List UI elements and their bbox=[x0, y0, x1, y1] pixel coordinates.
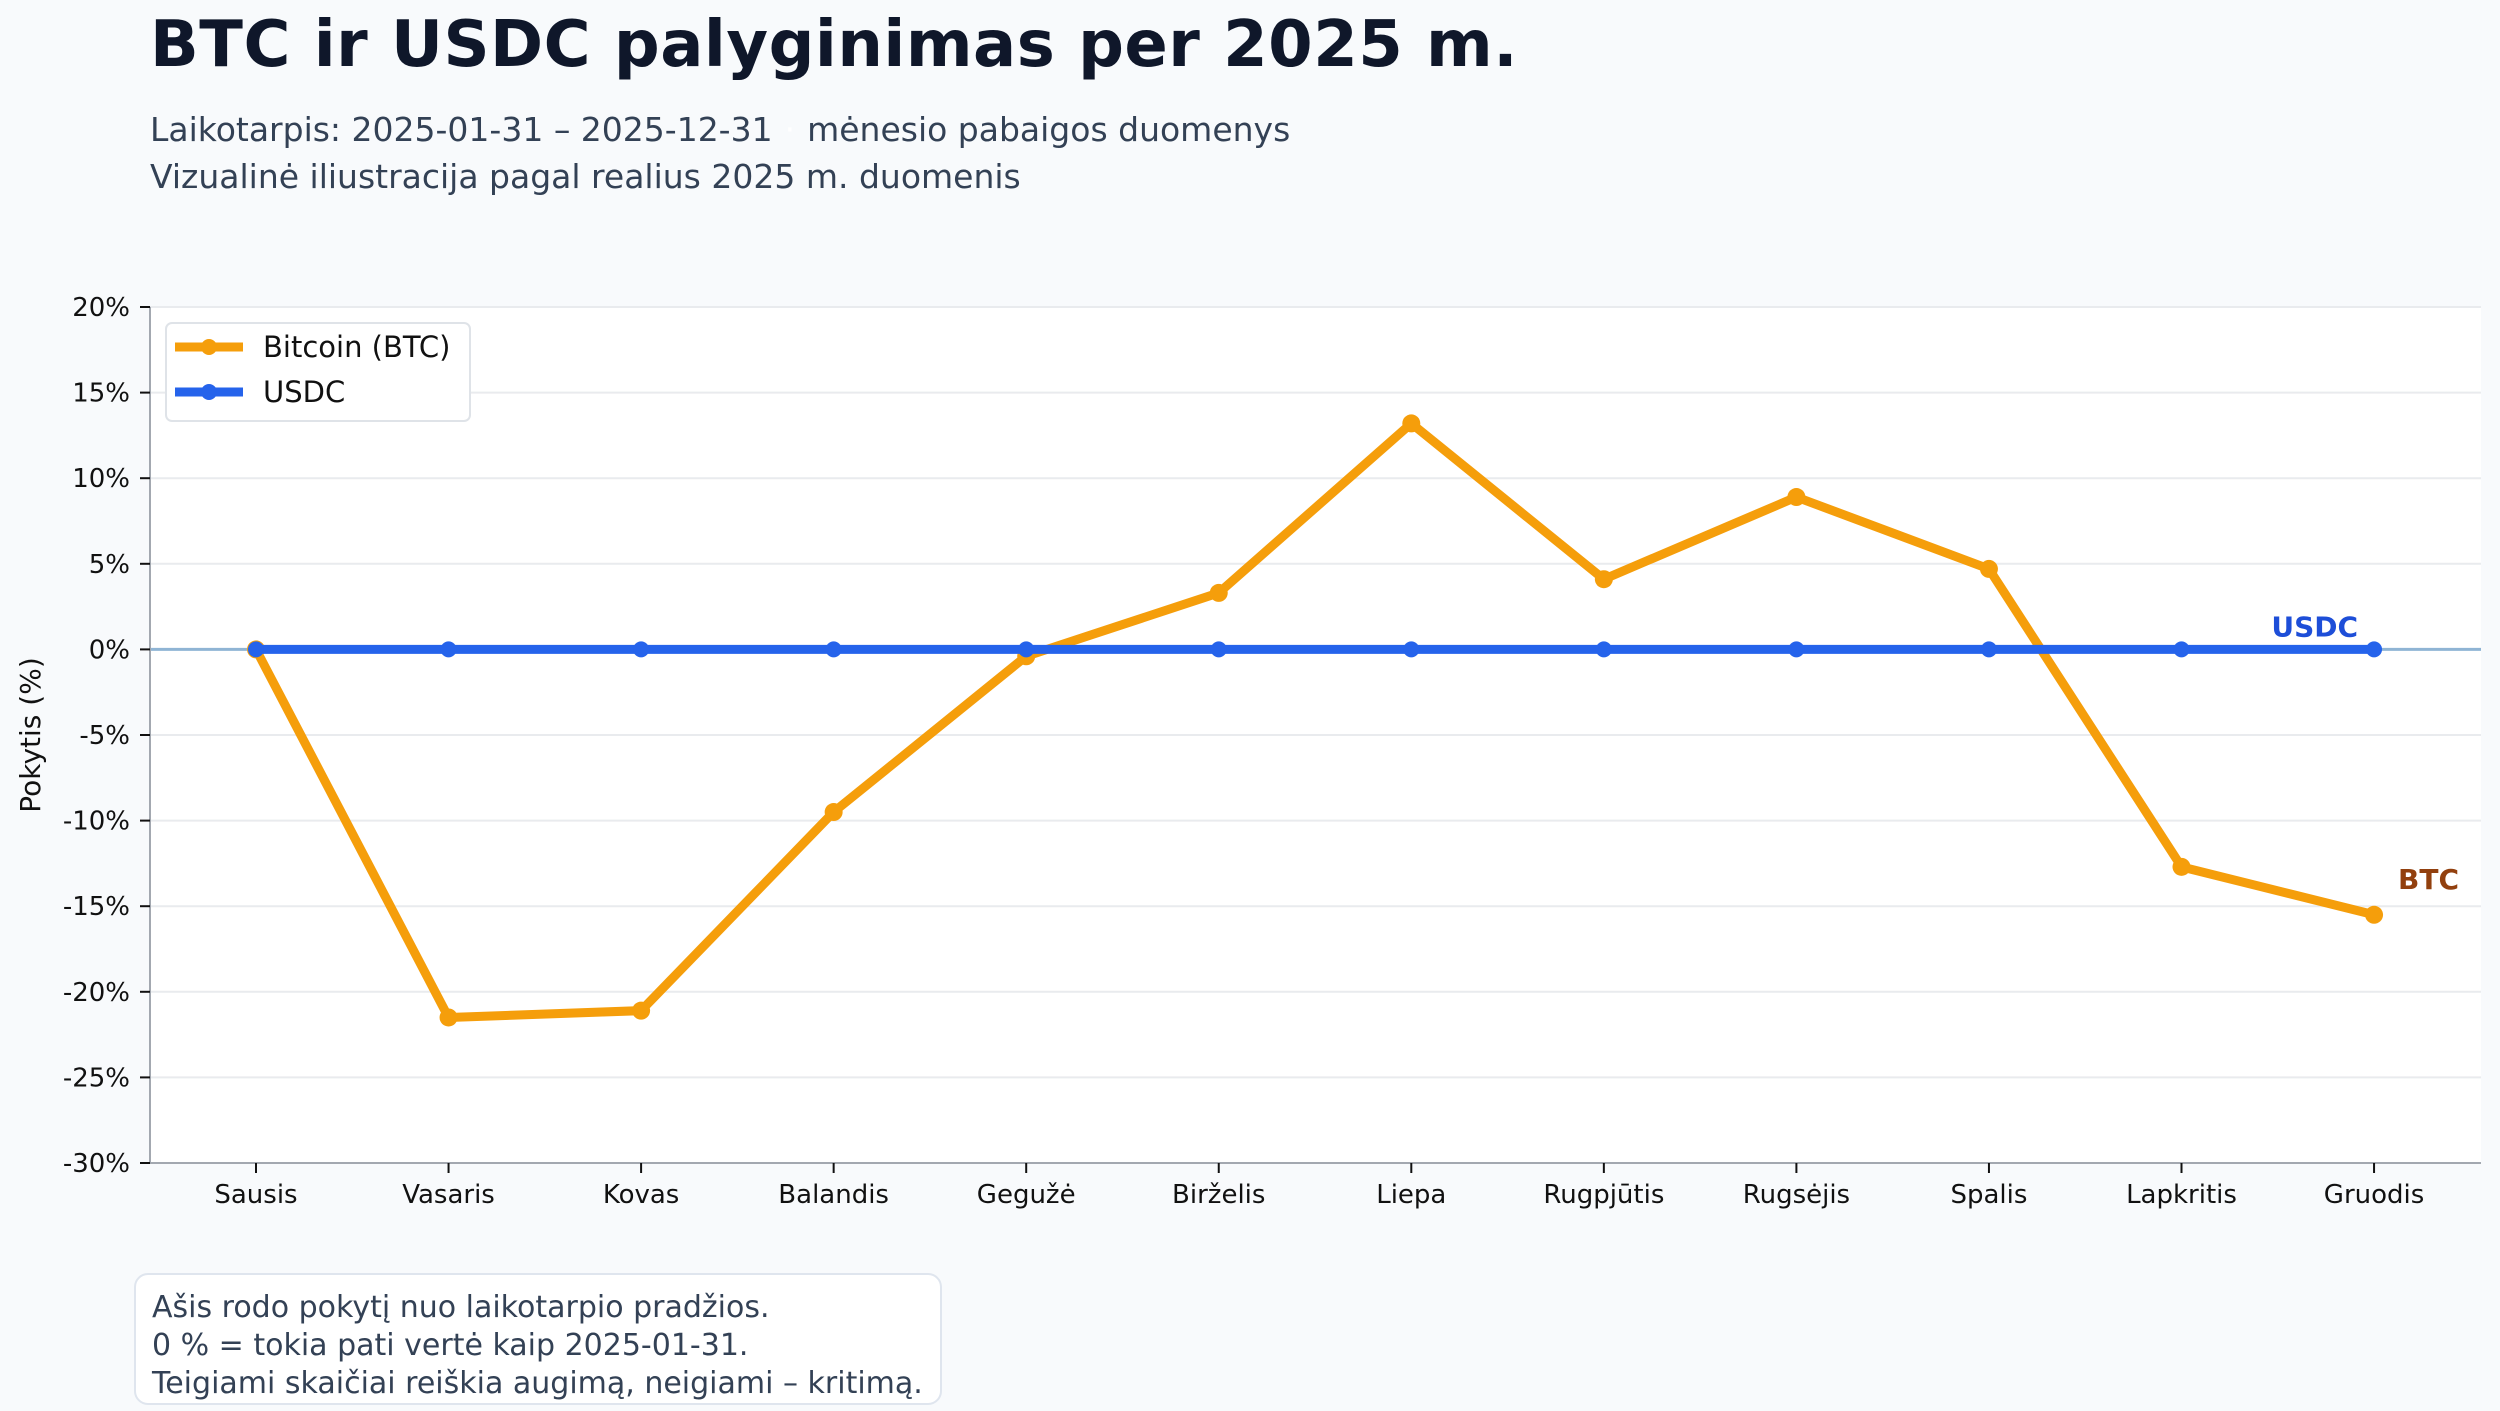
data-point bbox=[1979, 559, 1998, 578]
series-end-labels: USDC BTC bbox=[2271, 610, 2459, 895]
data-point bbox=[1980, 641, 1997, 658]
series-btc bbox=[247, 414, 2384, 1027]
data-point bbox=[1595, 641, 1612, 658]
subtitle-period: Laikotarpis: 2025-01-31 – 2025-12-31 bbox=[150, 110, 773, 149]
x-tick-label: Gruodis bbox=[2324, 1180, 2425, 1210]
data-point bbox=[1594, 570, 1613, 589]
data-point bbox=[440, 641, 457, 658]
data-point bbox=[1210, 641, 1227, 658]
chart-title: BTC ir USDC palyginimas per 2025 m. bbox=[150, 8, 1519, 82]
y-tick-label: 10% bbox=[72, 464, 130, 494]
data-point bbox=[1403, 641, 1420, 658]
x-tick-label: Kovas bbox=[603, 1180, 680, 1210]
data-point bbox=[825, 641, 842, 658]
data-point bbox=[2173, 641, 2190, 658]
x-axis: Sausis Vasaris Kovas Balandis Gegužė Birželis… bbox=[214, 1163, 2424, 1210]
series-lines bbox=[247, 414, 2384, 1027]
btc-end-label: BTC bbox=[2398, 863, 2459, 896]
x-tick-label: Vasaris bbox=[402, 1180, 495, 1210]
legend-swatch-marker bbox=[201, 339, 217, 355]
note-line: 0 % = tokia pati vertė kaip 2025-01-31. bbox=[152, 1328, 749, 1363]
subtitle-separator: · bbox=[784, 110, 796, 149]
legend-label: USDC bbox=[263, 375, 345, 409]
data-point bbox=[632, 1001, 651, 1020]
series-line bbox=[251, 418, 2379, 1022]
note-line: Teigiami skaičiai reiškia augimą, neigia… bbox=[152, 1366, 923, 1401]
y-tick-label: -20% bbox=[63, 978, 130, 1008]
y-tick-label: -30% bbox=[63, 1149, 130, 1179]
y-tick-label: 15% bbox=[72, 379, 130, 409]
y-axis: 20% 15% 10% 5% 0% -5% -10% -15% -20% -25% -30% bbox=[63, 293, 150, 1179]
x-tick-label: Liepa bbox=[1376, 1180, 1446, 1210]
data-point bbox=[439, 1008, 458, 1027]
data-point bbox=[2366, 641, 2383, 658]
y-tick-label: -5% bbox=[79, 721, 130, 751]
data-point bbox=[2365, 905, 2384, 924]
x-tick-label: Balandis bbox=[778, 1180, 889, 1210]
x-tick-label: Rugsėjis bbox=[1743, 1180, 1850, 1210]
data-point bbox=[1209, 583, 1228, 602]
y-axis-label: Pokytis (%) bbox=[14, 657, 47, 813]
series-usdc bbox=[248, 641, 2383, 658]
note-line: Ašis rodo pokytį nuo laikotarpio pradžio… bbox=[152, 1290, 770, 1325]
x-tick-label: Rugpjūtis bbox=[1543, 1180, 1664, 1210]
legend: Bitcoin (BTC) USDC bbox=[165, 322, 471, 422]
y-tick-label: 5% bbox=[89, 550, 130, 580]
usdc-end-label: USDC bbox=[2271, 610, 2358, 643]
data-point bbox=[2172, 857, 2191, 876]
data-point bbox=[1787, 488, 1806, 507]
legend-label: Bitcoin (BTC) bbox=[263, 330, 450, 364]
explanation-note: Ašis rodo pokytį nuo laikotarpio pradžio… bbox=[134, 1273, 942, 1405]
x-tick-label: Birželis bbox=[1172, 1180, 1265, 1210]
y-tick-label: 0% bbox=[89, 635, 130, 665]
data-point bbox=[1018, 641, 1035, 658]
y-tick-label: -25% bbox=[63, 1063, 130, 1093]
data-point bbox=[248, 641, 264, 658]
data-point bbox=[1788, 641, 1805, 658]
data-point bbox=[1402, 414, 1421, 433]
data-point bbox=[824, 803, 843, 822]
data-point bbox=[633, 641, 650, 658]
y-tick-label: 20% bbox=[72, 293, 130, 323]
chart-subtitle: Laikotarpis: 2025-01-31 – 2025-12-31 · mėn… bbox=[150, 110, 1290, 149]
subtitle-frequency: mėnesio pabaigos duomenys bbox=[807, 110, 1291, 149]
chart-subtitle-line2: Vizualinė iliustracija pagal realius 202… bbox=[150, 157, 1021, 196]
y-tick-label: -15% bbox=[63, 892, 130, 922]
x-tick-label: Gegužė bbox=[977, 1180, 1076, 1210]
y-tick-label: -10% bbox=[63, 807, 130, 837]
x-tick-label: Sausis bbox=[214, 1180, 297, 1210]
x-tick-label: Spalis bbox=[1950, 1180, 2027, 1210]
x-tick-label: Lapkritis bbox=[2126, 1180, 2237, 1210]
legend-swatch-marker bbox=[201, 384, 217, 400]
